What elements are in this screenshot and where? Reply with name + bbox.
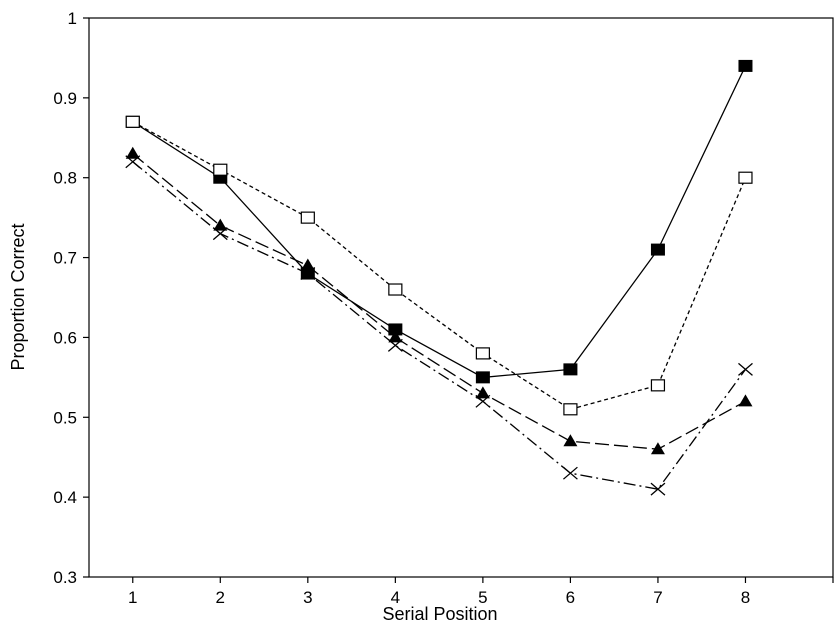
- data-point: [388, 323, 403, 336]
- data-point: [563, 403, 578, 416]
- series-line: [132, 161, 747, 490]
- x-tick-label: 7: [653, 588, 662, 607]
- data-point: [300, 267, 316, 281]
- data-point: [300, 211, 315, 224]
- data-point: [563, 363, 578, 376]
- data-point: [738, 362, 753, 376]
- data-point: [563, 434, 578, 447]
- x-tick-label: 4: [391, 588, 400, 607]
- y-tick-label: 0.6: [53, 328, 77, 347]
- data-point: [125, 146, 140, 159]
- y-tick-label: 0.4: [53, 488, 77, 507]
- y-tick-label: 0.3: [53, 568, 77, 587]
- data-point: [387, 338, 403, 352]
- data-point: [125, 115, 140, 128]
- data-point: [213, 218, 228, 231]
- data-point: [388, 330, 403, 343]
- y-axis-title: Proportion Correct: [8, 223, 28, 370]
- x-axis-title: Serial Position: [382, 604, 497, 624]
- data-point: [650, 379, 666, 392]
- y-axis-ticks: 0.3 0.4 0.5 0.6 0.7 0.8 0.9 1: [53, 9, 89, 587]
- data-point: [388, 283, 403, 296]
- series-3: [125, 146, 753, 455]
- series-4: [125, 155, 753, 496]
- data-point: [475, 371, 490, 384]
- x-tick-label: 8: [741, 588, 750, 607]
- y-tick-label: 0.9: [53, 89, 77, 108]
- y-tick-label: 1: [68, 9, 77, 28]
- plot-frame: [88, 17, 834, 578]
- y-tick-label: 0.7: [53, 249, 77, 268]
- data-point: [213, 163, 228, 176]
- data-point: [125, 155, 141, 169]
- data-point: [475, 394, 491, 408]
- x-tick-label: 5: [478, 588, 487, 607]
- y-tick-label: 0.5: [53, 408, 77, 427]
- data-point: [650, 442, 665, 455]
- x-tick-label: 6: [566, 588, 575, 607]
- data-point: [650, 243, 665, 256]
- data-point: [650, 482, 666, 496]
- series-line: [132, 121, 747, 411]
- data-point: [300, 258, 315, 271]
- data-point: [475, 386, 490, 399]
- x-tick-label: 2: [216, 588, 225, 607]
- series-layer: [125, 59, 753, 496]
- series-line: [132, 65, 747, 379]
- series-line: [132, 153, 746, 450]
- y-tick-label: 0.8: [53, 169, 77, 188]
- data-point: [738, 171, 753, 184]
- data-point: [738, 394, 753, 407]
- data-point: [562, 466, 578, 480]
- data-point: [475, 347, 490, 360]
- x-tick-label: 3: [303, 588, 312, 607]
- data-point: [212, 227, 228, 241]
- x-axis-ticks: 1 2 3 4 5 6 7 8: [128, 577, 834, 607]
- series-2: [125, 115, 753, 416]
- data-point: [738, 59, 753, 72]
- x-tick-label: 1: [128, 588, 137, 607]
